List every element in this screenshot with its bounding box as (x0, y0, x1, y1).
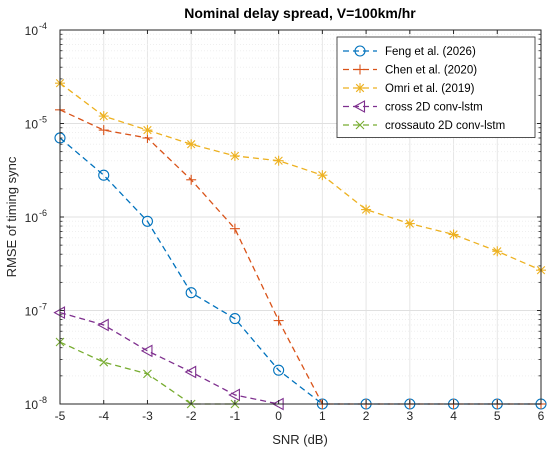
data-point (141, 215, 154, 227)
y-tick-base: 10 (25, 211, 39, 225)
data-point (317, 170, 328, 181)
legend-label: Feng et al. (2026) (385, 46, 476, 58)
y-axis-label: RMSE of timing sync (4, 156, 19, 277)
y-tick-base: 10 (25, 118, 39, 132)
x-tick-label: -2 (186, 409, 197, 423)
x-tick-label: 4 (450, 409, 457, 423)
legend-label: crossauto 2D conv-lstm (385, 120, 505, 132)
data-point (448, 229, 459, 240)
data-point (273, 315, 284, 326)
data-point (142, 125, 153, 136)
x-tick-label: -5 (55, 409, 66, 423)
x-tick-label: 1 (319, 409, 326, 423)
y-tick-label: 10 -4 (25, 21, 47, 38)
legend-marker (353, 100, 366, 113)
data-point (140, 344, 153, 358)
x-tick-label: -1 (230, 409, 241, 423)
y-tick-exponent: -8 (39, 395, 47, 405)
legend-item: Feng et al. (2026) (343, 45, 476, 58)
y-tick-base: 10 (25, 24, 39, 38)
y-tick-label: 10 -6 (25, 208, 47, 225)
x-tick-label: 6 (538, 409, 545, 423)
y-tick-exponent: -4 (39, 21, 47, 31)
chart-title: Nominal delay spread, V=100km/hr (184, 5, 416, 21)
x-tick-label: 5 (494, 409, 501, 423)
x-tick-label: -4 (98, 409, 109, 423)
legend-label: Chen et al. (2020) (385, 65, 477, 77)
y-tick-base: 10 (25, 398, 39, 412)
data-point (186, 139, 197, 150)
x-tick-label: 0 (275, 409, 282, 423)
series-line (59, 137, 541, 405)
data-point (273, 364, 285, 376)
y-tick-base: 10 (25, 305, 39, 319)
x-tick-label: 3 (406, 409, 413, 423)
series-omri-et-al-2019 (55, 78, 546, 276)
data-point (228, 388, 240, 402)
data-point (229, 223, 240, 234)
legend-label: cross 2D conv-lstm (385, 102, 483, 114)
series-line (59, 311, 279, 405)
x-tick-label: -3 (142, 409, 153, 423)
y-tick-exponent: -5 (39, 115, 47, 125)
legend-marker (355, 120, 365, 130)
data-point (229, 150, 240, 161)
legend-marker (355, 64, 365, 75)
y-tick-exponent: -7 (39, 302, 47, 312)
legend-item: crossauto 2D conv-lstm (343, 120, 505, 132)
legend-label: Omri et al. (2019) (385, 83, 475, 95)
y-tick-label: 10 -7 (25, 302, 47, 319)
data-point (143, 369, 152, 379)
y-tick-exponent: -6 (39, 208, 47, 218)
x-axis-label: SNR (dB) (272, 432, 328, 447)
y-tick-label: 10 -5 (25, 115, 47, 132)
data-point (98, 169, 110, 181)
data-point (97, 318, 109, 332)
data-point (492, 246, 503, 257)
data-point (184, 365, 197, 379)
y-tick-label: 10 -8 (25, 395, 47, 412)
data-point (99, 357, 109, 367)
legend-item: Chen et al. (2020) (343, 64, 477, 77)
legend-box (336, 36, 536, 138)
data-point (273, 155, 284, 166)
legend-marker (355, 83, 365, 93)
ticks: -5 -4 -3 -2 -1 0 1 2 3 4 5 610-810-710-610-510-4 (25, 21, 545, 423)
data-point (186, 174, 197, 185)
legend: Feng et al. (2026) Chen et al. (2020) Omri… (336, 36, 536, 138)
data-point (404, 218, 415, 229)
legend-marker (354, 45, 366, 57)
legend-item: Omri et al. (2019) (343, 83, 475, 95)
data-point (98, 111, 109, 122)
data-point (185, 287, 197, 299)
data-point (98, 125, 109, 136)
legend-item: cross 2D conv-lstm (343, 100, 483, 114)
x-tick-label: 2 (363, 409, 370, 423)
data-point (361, 204, 372, 215)
series-line (59, 82, 542, 271)
data-point (229, 313, 241, 325)
